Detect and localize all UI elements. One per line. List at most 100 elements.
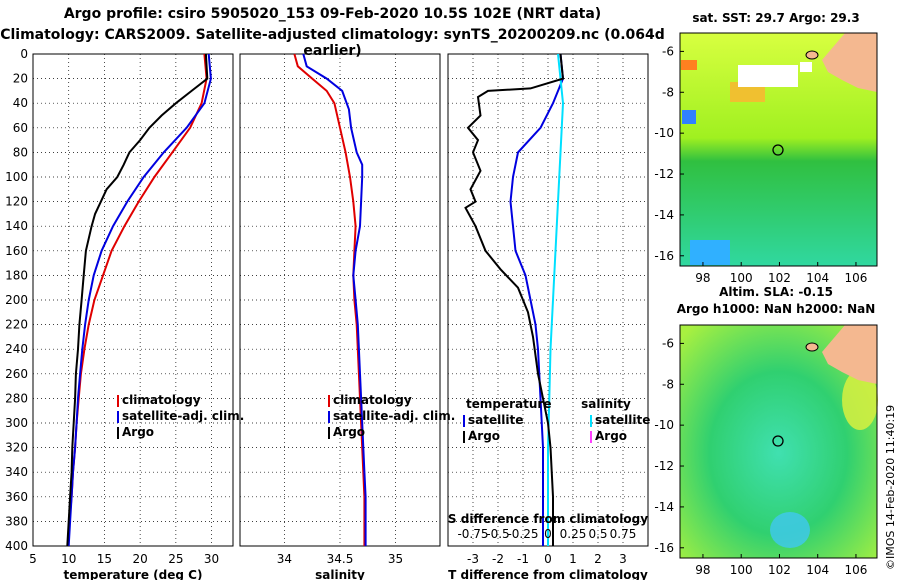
map-x-tick: 98 <box>695 563 710 577</box>
secondary-tick-label: 0.25 <box>560 527 587 541</box>
y-tick-label: 300 <box>5 416 28 430</box>
series-line-argo <box>66 53 209 547</box>
secondary-axis-label: S difference from climatology <box>448 512 648 526</box>
map-y-tick: -10 <box>654 418 674 432</box>
y-tick-label: 380 <box>5 514 28 528</box>
series-line-s-satellite <box>547 53 565 546</box>
secondary-tick-label: 0.5 <box>588 527 607 541</box>
map-y-tick: -8 <box>662 85 674 99</box>
map-x-tick: 100 <box>730 563 753 577</box>
legend-label: Argo <box>468 429 500 443</box>
sla-map <box>679 324 878 559</box>
map-y-tick: -12 <box>654 459 674 473</box>
map-x-tick: 104 <box>806 271 829 285</box>
secondary-tick-label: -0.75 <box>457 527 488 541</box>
series-line-t-argo <box>464 53 565 546</box>
map-y-tick: -8 <box>662 377 674 391</box>
x-tick-label: 10 <box>61 552 76 566</box>
y-tick-label: 100 <box>5 170 28 184</box>
sla-map-ticks: 98 100 102 104 106 -6 -8 -10 -12 -14 -16 <box>654 336 867 577</box>
x-tick-label: 25 <box>168 552 183 566</box>
sst-map-title: sat. SST: 29.7 Argo: 29.3 <box>692 11 859 25</box>
y-tick-label: 120 <box>5 195 28 209</box>
series-line-satellite-adj-clim- <box>302 53 367 546</box>
y-tick-label: 180 <box>5 268 28 282</box>
x-tick-label: 34 <box>277 552 292 566</box>
x-tick-label: -3 <box>467 552 479 566</box>
map-x-tick: 102 <box>768 271 791 285</box>
map-x-tick: 106 <box>845 271 868 285</box>
x-tick-label: 35 <box>388 552 403 566</box>
y-tick-label: 260 <box>5 367 28 381</box>
x-tick-label: 20 <box>133 552 148 566</box>
y-tick-label: 40 <box>13 96 28 110</box>
credit-text: ©IMOS 14-Feb-2020 11:40:19 <box>884 405 897 570</box>
y-tick-label: 240 <box>5 342 28 356</box>
legend-label: Argo <box>595 429 627 443</box>
y-tick-label: 140 <box>5 219 28 233</box>
map-y-tick: -6 <box>662 336 674 350</box>
y-tick-label: 160 <box>5 244 28 258</box>
y-tick-label: 360 <box>5 490 28 504</box>
map-y-tick: -16 <box>654 249 674 263</box>
x-axis-label: salinity <box>315 568 365 580</box>
map-y-tick: -10 <box>654 126 674 140</box>
y-tick-label: 400 <box>5 539 28 553</box>
y-tick-label: 220 <box>5 318 28 332</box>
x-tick-label: 5 <box>29 552 37 566</box>
map-y-tick: -16 <box>654 541 674 555</box>
map-x-tick: 98 <box>695 271 710 285</box>
legend-title-salinity: salinity <box>581 397 631 411</box>
temperature-panel: 0 20 40 60 80 100 120 140 160 180 200 220 240 260 280 3… <box>5 47 244 580</box>
legend-label: satellite-adj. clim. <box>122 409 244 423</box>
y-tick-label: 200 <box>5 293 28 307</box>
y-tick-label: 60 <box>13 121 28 135</box>
map-y-tick: -14 <box>654 500 674 514</box>
sla-map-title-1: Altim. SLA: -0.15 <box>719 285 833 299</box>
sst-map-ticks: 98 100 102 104 106 -6 -8 -10 -12 -14 -16 <box>654 44 867 285</box>
map-x-tick: 102 <box>768 563 791 577</box>
x-tick-label: 34.5 <box>327 552 354 566</box>
secondary-tick-label: -0.5 <box>486 527 509 541</box>
legend-label: climatology <box>122 393 201 407</box>
x-tick-label: 1 <box>569 552 577 566</box>
map-y-tick: -12 <box>654 167 674 181</box>
title-line-1: Argo profile: csiro 5905020_153 09-Feb-2… <box>63 6 602 22</box>
map-y-tick: -14 <box>654 208 674 222</box>
y-tick-label: 280 <box>5 391 28 405</box>
legend-label: climatology <box>333 393 412 407</box>
map-x-tick: 100 <box>730 271 753 285</box>
y-tick-label: 20 <box>13 72 28 86</box>
sst-map <box>679 32 878 267</box>
x-tick-label: 30 <box>204 552 219 566</box>
y-tick-label: 80 <box>13 145 28 159</box>
y-tick-label: 0 <box>20 47 28 61</box>
secondary-tick-label: -0.25 <box>507 527 538 541</box>
title-line-2: Climatology: CARS2009. Satellite-adjuste… <box>0 27 665 59</box>
x-tick-label: 0 <box>544 552 552 566</box>
secondary-tick-label: 0.75 <box>610 527 637 541</box>
x-axis-label: T difference from climatology <box>448 568 648 580</box>
x-tick-label: 2 <box>594 552 602 566</box>
sla-map-title-2: Argo h1000: NaN h2000: NaN <box>677 302 876 316</box>
map-x-tick: 104 <box>806 563 829 577</box>
salinity-panel: 34 34.5 35 salinity climatology satellite-adj… <box>239 53 455 580</box>
series-line-t-satellite <box>509 53 565 546</box>
x-tick-label: 3 <box>619 552 627 566</box>
x-tick-label: -2 <box>492 552 504 566</box>
x-axis-label: temperature (deg C) <box>64 568 203 580</box>
x-tick-label: 15 <box>97 552 112 566</box>
legend-label: Argo <box>333 425 365 439</box>
legend-label: satellite-adj. clim. <box>333 409 455 423</box>
legend-label: Argo <box>122 425 154 439</box>
difference-panel: -3 -2 -1 0 1 2 3 T difference from climatology t… <box>447 53 650 580</box>
legend-title-temperature: temperature <box>466 397 551 411</box>
map-x-tick: 106 <box>845 563 868 577</box>
map-y-tick: -6 <box>662 44 674 58</box>
x-tick-label: -1 <box>517 552 529 566</box>
y-tick-label: 340 <box>5 465 28 479</box>
legend-label: satellite <box>468 413 523 427</box>
series-line-satellite-adj-clim- <box>67 53 212 547</box>
secondary-tick-label: 0 <box>544 527 552 541</box>
